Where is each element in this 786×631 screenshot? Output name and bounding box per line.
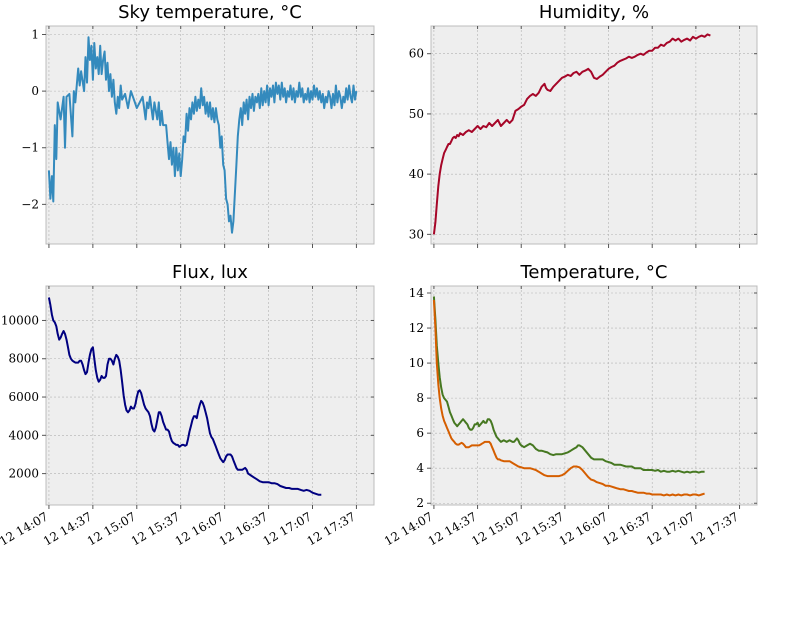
plot-area [46,286,374,505]
chart-title: Humidity, % [539,2,649,23]
x-tick-label: 12 17:37 [304,509,357,548]
y-tick-label: 40 [409,167,424,181]
chart-panel-2: 60 50 40 30 Humidity, % [409,2,758,248]
y-tick-label: 8000 [8,352,39,366]
series-line-2 [432,299,705,497]
y-tick-label: 50 [409,107,424,121]
y-tick-label: −2 [21,197,39,211]
y-tick-label: 10000 [1,313,39,327]
y-tick-label: 1 [31,27,39,41]
axes-frame [430,285,758,506]
x-tick-label: 12 17:07 [261,509,314,548]
y-tick-label: 0 [31,84,39,98]
y-tick-label: 30 [409,227,424,241]
chart-title: Temperature, °C [519,262,667,283]
x-tick-label: 12 14:37 [41,509,94,548]
series-line-1 [432,33,711,235]
x-tick-label: 12 15:37 [513,509,566,548]
axes-frame [45,25,375,245]
chart-title: Sky temperature, °C [118,2,302,23]
y-tick-label: 8 [416,391,424,405]
y-tick-label: 6 [416,426,424,440]
x-tick-label: 12 16:37 [217,509,270,548]
y-tick-label: 6000 [8,390,39,404]
y-tick-label: 14 [409,286,425,300]
x-tick-label: 12 16:07 [173,509,226,548]
plot-area [431,286,757,505]
y-tick-label: 2 [416,496,424,510]
plot-area [431,26,757,244]
x-tick-label: 12 16:37 [600,509,653,548]
x-tick-label: 12 15:37 [129,509,182,548]
y-tick-label: 12 [409,321,424,335]
y-tick-label: 4000 [8,428,39,442]
x-tick-label: 12 16:07 [557,509,610,548]
x-tick-label: 12 17:37 [688,509,741,548]
axes-frame [45,285,375,506]
x-tick-label: 12 14:37 [426,509,479,548]
x-tick-label: 12 14:07 [0,509,50,548]
series-line-1 [432,296,705,474]
y-tick-label: −1 [21,141,39,155]
series-line-1 [47,297,322,496]
axes-frame [430,25,758,245]
chart-title: Flux, lux [172,262,248,283]
y-tick-label: 10 [409,356,424,370]
x-tick-label: 12 14:07 [382,509,435,548]
chart-panel-1: 1 0 −1 −2 Sky temperature, °C [21,2,375,248]
y-tick-label: 4 [416,461,424,475]
y-tick-label: 60 [409,47,424,61]
x-tick-label: 12 17:07 [644,509,697,548]
x-tick-label: 12 15:07 [85,509,138,548]
y-tick-label: 2000 [8,467,39,481]
series-line-1 [47,36,358,234]
x-tick-label: 12 15:07 [469,509,522,548]
